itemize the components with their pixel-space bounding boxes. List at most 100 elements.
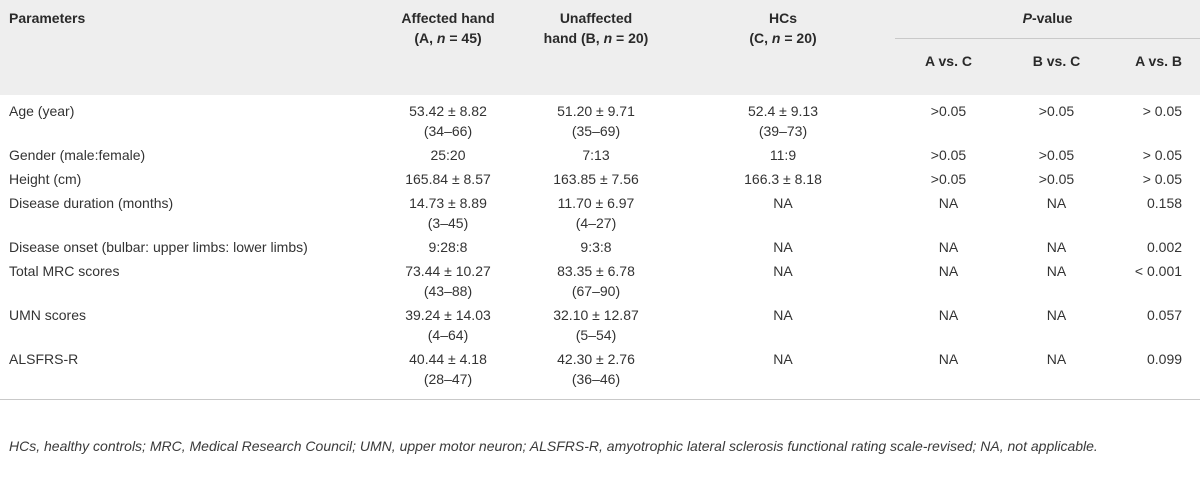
- cell-unaffected: 83.35 ± 6.78 (67–90): [521, 261, 671, 305]
- cell-affected-line2: (34–66): [423, 123, 473, 139]
- cell-unaffected: 11.70 ± 6.97 (4–27): [521, 193, 671, 237]
- header-affected-n: n: [436, 30, 446, 46]
- cell-a-vs-c: NA: [895, 193, 1002, 237]
- cell-unaffected-line1: 51.20 ± 9.71: [557, 103, 635, 119]
- cell-a-vs-b-line1: 0.057: [1146, 307, 1183, 323]
- cell-affected: 53.42 ± 8.82 (34–66): [375, 95, 521, 145]
- cell-affected-line1: 165.84 ± 8.57: [405, 171, 491, 187]
- table-row: Height (cm) 165.84 ± 8.57 163.85 ± 7.56 166…: [0, 169, 1200, 193]
- header-hcs-pre: (C,: [749, 30, 772, 46]
- table-row: UMN scores 39.24 ± 14.03 (4–64) 32.10 ± 12.…: [0, 305, 1200, 349]
- table-body: Age (year) 53.42 ± 8.82 (34–66) 51.20 ± 9.7…: [0, 95, 1200, 400]
- cell-a-vs-c: NA: [895, 261, 1002, 305]
- cell-a-vs-b-line1: > 0.05: [1142, 147, 1183, 163]
- header-parameters: Parameters: [0, 0, 375, 95]
- cell-b-vs-c: >0.05: [1002, 145, 1111, 169]
- cell-a-vs-c: NA: [895, 237, 1002, 261]
- table-row: ALSFRS-R 40.44 ± 4.18 (28–47) 42.30 ± 2.76 (…: [0, 349, 1200, 400]
- cell-parameter: Age (year): [0, 95, 375, 145]
- cell-hcs-line1: NA: [773, 195, 793, 211]
- cell-hcs: NA: [671, 193, 895, 237]
- cell-parameter-line1: Gender (male:female): [9, 147, 146, 163]
- cell-parameter: Disease duration (months): [0, 193, 375, 237]
- header-p-rest: -value: [1031, 10, 1073, 26]
- header-p-letter: P: [1022, 10, 1032, 26]
- cell-a-vs-c-line1: NA: [938, 351, 959, 367]
- cell-parameter-line1: Age (year): [9, 103, 75, 119]
- header-p-value: P-value: [895, 0, 1200, 39]
- cell-hcs-line1: 52.4 ± 9.13: [748, 103, 818, 119]
- cell-affected-line1: 14.73 ± 8.89: [409, 195, 487, 211]
- cell-parameter-line1: Total MRC scores: [9, 263, 120, 279]
- cell-a-vs-c-line1: NA: [938, 195, 959, 211]
- cell-b-vs-c: NA: [1002, 237, 1111, 261]
- cell-a-vs-c: >0.05: [895, 169, 1002, 193]
- table-header: Parameters Affected hand (A, n = 45) Una…: [0, 0, 1200, 95]
- cell-unaffected-line1: 42.30 ± 2.76: [557, 351, 635, 367]
- cell-affected: 40.44 ± 4.18 (28–47): [375, 349, 521, 400]
- table-row: Disease onset (bulbar: upper limbs: lowe…: [0, 237, 1200, 261]
- cell-unaffected: 163.85 ± 7.56: [521, 169, 671, 193]
- table-row: Total MRC scores 73.44 ± 10.27 (43–88) 83.3…: [0, 261, 1200, 305]
- header-a-vs-c: A vs. C: [895, 38, 1002, 95]
- cell-a-vs-b: > 0.05: [1111, 145, 1200, 169]
- cell-unaffected-line2: (5–54): [575, 327, 617, 343]
- cell-hcs: 11:9: [671, 145, 895, 169]
- cell-affected-line1: 40.44 ± 4.18: [409, 351, 487, 367]
- cell-unaffected-line1: 83.35 ± 6.78: [557, 263, 635, 279]
- cell-affected: 73.44 ± 10.27 (43–88): [375, 261, 521, 305]
- table-row: Disease duration (months) 14.73 ± 8.89 (3–…: [0, 193, 1200, 237]
- cell-a-vs-b: 0.099: [1111, 349, 1200, 400]
- header-unaffected-line1: Unaffected: [559, 10, 633, 26]
- cell-hcs: 52.4 ± 9.13 (39–73): [671, 95, 895, 145]
- cell-hcs-line1: NA: [773, 351, 793, 367]
- cell-parameter: Total MRC scores: [0, 261, 375, 305]
- header-hcs: HCs (C, n = 20): [671, 0, 895, 95]
- cell-parameter-line1: Height (cm): [9, 171, 82, 187]
- cell-b-vs-c-line1: >0.05: [1038, 171, 1075, 187]
- cell-a-vs-b: > 0.05: [1111, 169, 1200, 193]
- table-footnote: HCs, healthy controls; MRC, Medical Rese…: [9, 438, 1098, 454]
- cell-affected-line1: 53.42 ± 8.82: [409, 103, 487, 119]
- cell-a-vs-b: 0.158: [1111, 193, 1200, 237]
- cell-affected-line1: 39.24 ± 14.03: [405, 307, 491, 323]
- cell-a-vs-b-line1: > 0.05: [1142, 171, 1183, 187]
- cell-a-vs-b: > 0.05: [1111, 95, 1200, 145]
- cell-parameter: Height (cm): [0, 169, 375, 193]
- cell-b-vs-c-line1: NA: [1046, 307, 1067, 323]
- cell-b-vs-c-line1: >0.05: [1038, 147, 1075, 163]
- cell-affected: 14.73 ± 8.89 (3–45): [375, 193, 521, 237]
- header-a-vs-b: A vs. B: [1111, 38, 1200, 95]
- cell-hcs: 166.3 ± 8.18: [671, 169, 895, 193]
- cell-unaffected: 42.30 ± 2.76 (36–46): [521, 349, 671, 400]
- cell-hcs-line1: 11:9: [769, 147, 797, 163]
- header-hcs-line1: HCs: [768, 10, 797, 26]
- cell-unaffected-line1: 11.70 ± 6.97: [557, 195, 635, 211]
- cell-b-vs-c: >0.05: [1002, 169, 1111, 193]
- cell-b-vs-c: >0.05: [1002, 95, 1111, 145]
- cell-a-vs-b: 0.057: [1111, 305, 1200, 349]
- cell-unaffected-line2: (35–69): [571, 123, 621, 139]
- cell-affected: 39.24 ± 14.03 (4–64): [375, 305, 521, 349]
- cell-affected-line2: (4–64): [427, 327, 469, 343]
- cell-hcs-line1: 166.3 ± 8.18: [744, 171, 822, 187]
- cell-a-vs-b-line1: 0.099: [1146, 351, 1183, 367]
- cell-a-vs-b-line1: 0.002: [1146, 239, 1183, 255]
- cell-b-vs-c-line1: NA: [1046, 263, 1067, 279]
- header-affected-post: = 45): [445, 30, 482, 46]
- header-unaffected-hand: Unaffected hand (B, n = 20): [521, 0, 671, 95]
- cell-affected-line1: 25:20: [430, 147, 466, 163]
- cell-affected-line1: 9:28:8: [428, 239, 468, 255]
- cell-b-vs-c: NA: [1002, 305, 1111, 349]
- cell-affected-line2: (28–47): [423, 371, 473, 387]
- cell-parameter-line1: Disease onset (bulbar: upper limbs: lowe…: [9, 239, 308, 255]
- cell-hcs-line1: NA: [773, 307, 793, 323]
- header-affected-line1: Affected hand: [401, 10, 495, 26]
- cell-affected-line1: 73.44 ± 10.27: [405, 263, 491, 279]
- cell-parameter: ALSFRS-R: [0, 349, 375, 400]
- cell-hcs: NA: [671, 349, 895, 400]
- cell-hcs-line1: NA: [773, 239, 793, 255]
- cell-affected: 9:28:8: [375, 237, 521, 261]
- header-affected-hand: Affected hand (A, n = 45): [375, 0, 521, 95]
- cell-b-vs-c-line1: NA: [1046, 239, 1067, 255]
